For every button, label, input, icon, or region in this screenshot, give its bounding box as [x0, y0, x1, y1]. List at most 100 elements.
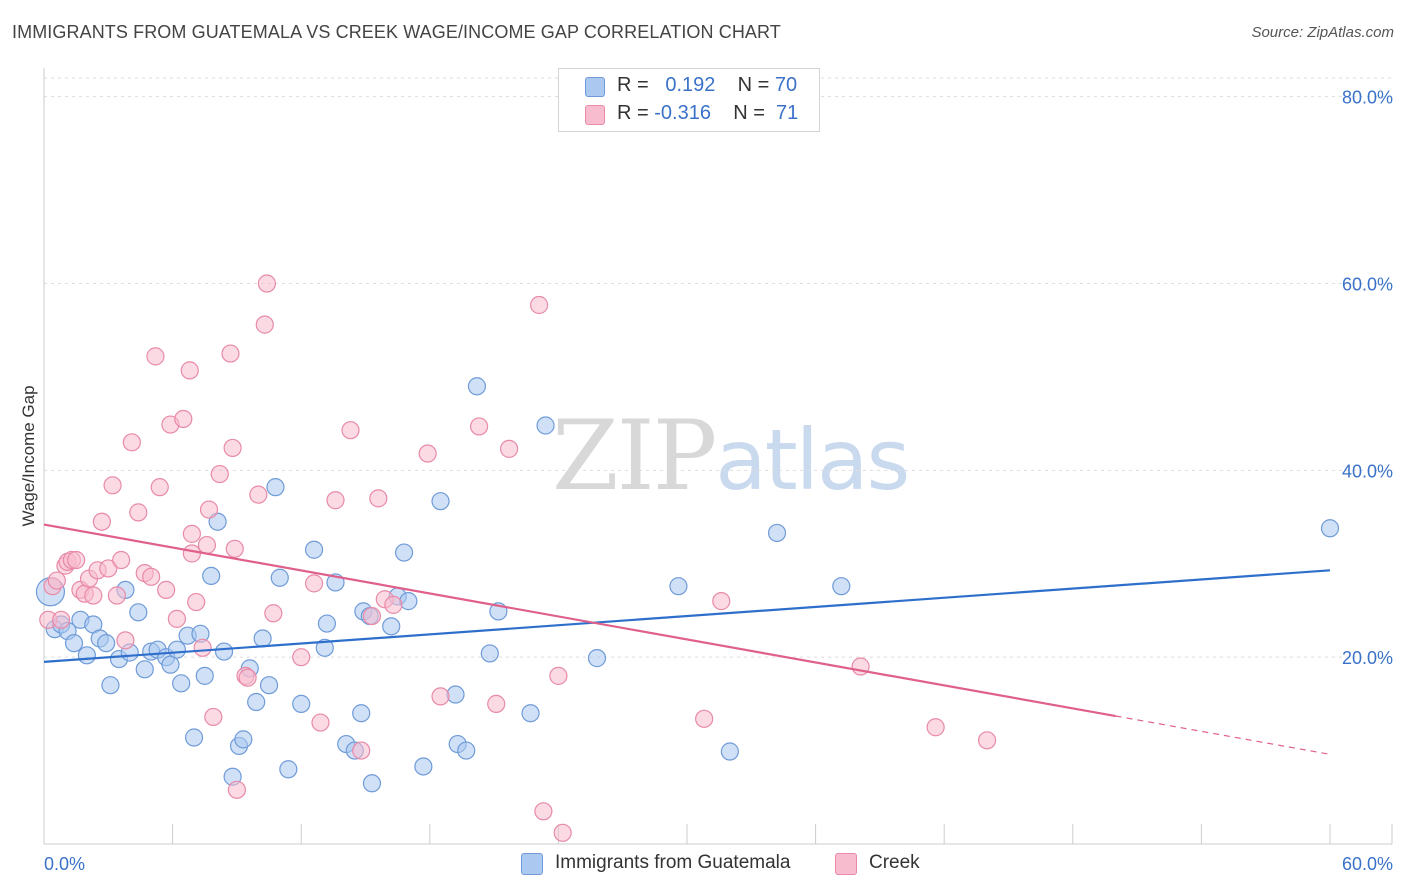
point-guatemala — [536, 416, 555, 435]
point-guatemala — [720, 742, 739, 761]
point-creek — [225, 539, 244, 558]
point-creek — [157, 580, 176, 600]
point-guatemala — [64, 634, 84, 653]
point-creek — [352, 741, 371, 760]
legend-swatch-guatemala — [585, 77, 605, 97]
point-creek — [92, 512, 111, 531]
point-creek — [304, 574, 324, 593]
point-guatemala — [832, 577, 851, 596]
point-guatemala — [1320, 519, 1340, 538]
y-tick-label: 80.0% — [1342, 88, 1393, 108]
axes — [43, 68, 1393, 845]
point-creek — [926, 718, 945, 737]
point-creek — [977, 731, 997, 750]
watermark-zip: ZIP — [552, 400, 717, 512]
point-guatemala — [97, 634, 116, 653]
point-creek — [695, 709, 714, 728]
legend-r-value: -0.316 — [654, 102, 711, 124]
point-creek — [223, 438, 242, 458]
legend-n-label: N = — [733, 102, 765, 124]
y-tick-label: 40.0% — [1342, 461, 1393, 481]
point-creek — [549, 666, 568, 685]
point-creek — [167, 609, 186, 628]
legend-swatch-creek — [585, 105, 605, 125]
point-guatemala — [184, 728, 204, 747]
point-guatemala — [195, 666, 214, 685]
point-creek — [150, 478, 169, 497]
series-guatemala-points — [35, 377, 1340, 793]
point-creek — [221, 344, 240, 363]
point-creek — [553, 823, 572, 842]
point-guatemala — [214, 642, 234, 661]
point-guatemala — [234, 730, 253, 749]
point-creek — [238, 668, 257, 687]
legend-n-value: 71 — [776, 102, 799, 124]
trend-lines — [43, 523, 1331, 755]
point-creek — [146, 347, 165, 366]
point-creek — [129, 503, 148, 522]
point-guatemala — [167, 640, 186, 659]
chart-title: IMMIGRANTS FROM GUATEMALA VS CREEK WAGE/… — [12, 22, 781, 42]
point-creek — [210, 464, 229, 484]
legend-n-value: 70 — [774, 74, 798, 96]
point-guatemala — [101, 676, 120, 695]
point-creek — [187, 592, 206, 612]
bottom-legend-label-creek: Creek — [869, 852, 920, 873]
point-guatemala — [382, 617, 401, 636]
trend-line-guatemala — [43, 569, 1331, 663]
point-creek — [249, 485, 268, 504]
point-creek — [431, 687, 450, 706]
point-guatemala — [292, 694, 311, 713]
point-creek — [47, 571, 66, 590]
point-creek — [418, 444, 437, 463]
y-tick-label: 20.0% — [1342, 648, 1393, 668]
point-creek — [257, 274, 277, 293]
point-creek — [530, 295, 549, 315]
point-creek — [227, 780, 246, 799]
point-creek — [52, 610, 71, 629]
x-tick-label: 60.0% — [1342, 854, 1393, 874]
point-creek — [103, 476, 122, 495]
point-guatemala — [414, 757, 433, 776]
point-creek — [264, 604, 283, 623]
point-creek — [326, 491, 345, 510]
point-guatemala — [247, 692, 266, 712]
point-creek — [174, 409, 193, 429]
y-tick-label: 60.0% — [1342, 275, 1393, 295]
point-guatemala — [129, 603, 148, 622]
point-creek — [122, 433, 141, 452]
point-creek — [182, 544, 201, 563]
point-creek — [384, 595, 403, 614]
watermark-atlas: atlas — [715, 411, 910, 509]
point-guatemala — [457, 741, 476, 760]
point-creek — [255, 315, 274, 334]
point-guatemala — [669, 577, 688, 596]
point-guatemala — [587, 649, 607, 668]
point-guatemala — [270, 568, 289, 587]
watermark: ZIPatlas — [552, 400, 910, 512]
point-guatemala — [480, 644, 499, 663]
point-guatemala — [304, 540, 324, 559]
point-creek — [712, 592, 731, 611]
point-guatemala — [315, 638, 334, 657]
y-axis-label: Wage/Income Gap — [19, 385, 38, 526]
point-guatemala — [352, 704, 371, 723]
legend-r-value: 0.192 — [665, 74, 716, 96]
axis-labels: 20.0% 40.0% 60.0% 80.0% 0.0% 60.0% Wage/Income… — [19, 88, 1393, 874]
point-guatemala — [259, 676, 279, 695]
point-creek — [142, 567, 161, 586]
legend-text-creek: R = -0.316 N = 71 — [617, 102, 798, 125]
point-guatemala — [446, 685, 465, 704]
point-creek — [487, 694, 506, 713]
point-guatemala — [467, 377, 487, 396]
bottom-legend-swatch-guatemala — [521, 853, 543, 875]
point-guatemala — [161, 655, 180, 674]
point-guatemala — [399, 592, 418, 611]
point-creek — [341, 421, 360, 440]
legend-text-guatemala: R = 0.192 N = 70 — [617, 74, 797, 97]
source-credit: Source: ZipAtlas.com — [1251, 24, 1394, 41]
point-guatemala — [77, 646, 96, 665]
legend-n-label: N = — [737, 74, 770, 96]
point-creek — [116, 631, 135, 650]
